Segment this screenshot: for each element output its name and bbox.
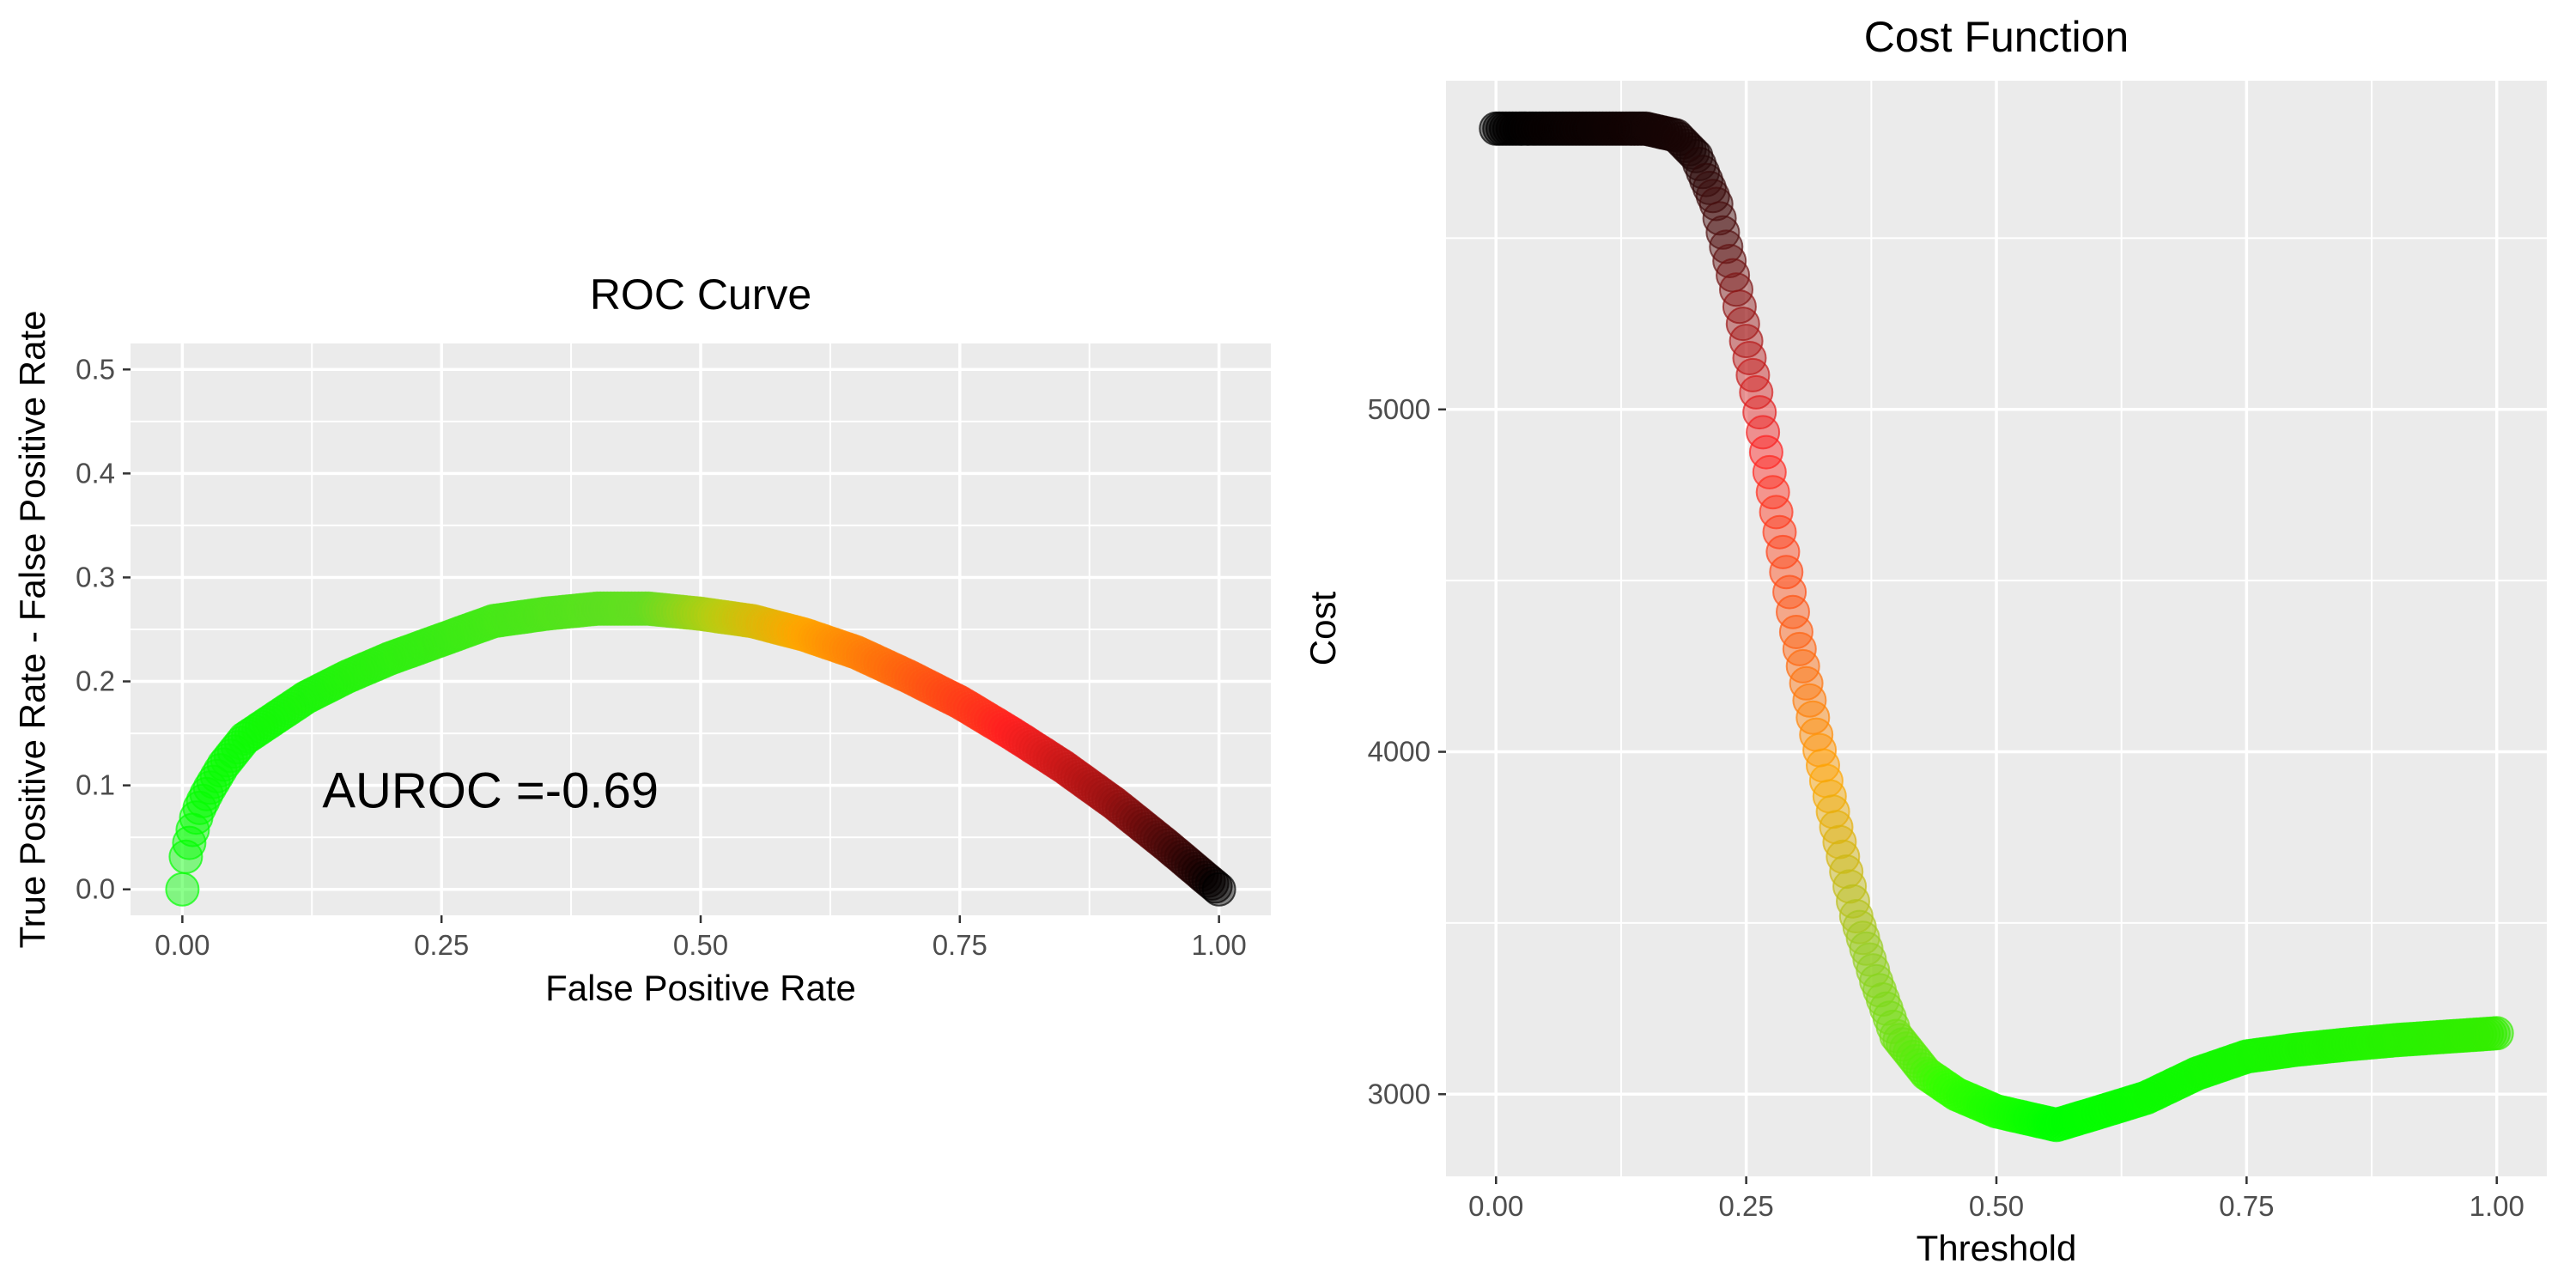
cost-y-tick-label: 3000 bbox=[1368, 1078, 1431, 1109]
roc-x-tick-label: 1.00 bbox=[1192, 929, 1247, 961]
roc-data-point bbox=[168, 839, 204, 874]
cost-data-point bbox=[2479, 1016, 2514, 1051]
cost-data-point bbox=[1789, 665, 1824, 701]
roc-y-tick-label: 0.4 bbox=[76, 457, 115, 489]
cost-data-point bbox=[1792, 683, 1827, 718]
cost-data-point bbox=[1728, 324, 1764, 359]
roc-x-ticks: 0.00 0.25 0.50 0.75 1.00 bbox=[155, 915, 1247, 961]
roc-gridlines bbox=[131, 343, 1271, 915]
cost-x-tick-label: 1.00 bbox=[2470, 1190, 2524, 1222]
cost-data-point bbox=[1795, 700, 1831, 735]
cost-data-point bbox=[1725, 307, 1760, 342]
cost-data-point bbox=[1836, 884, 1870, 919]
cost-data-point bbox=[1819, 810, 1854, 845]
roc-data-point bbox=[165, 872, 200, 907]
cost-y-axis-label: Cost bbox=[1303, 591, 1343, 665]
roc-chart: 0.00 0.25 0.50 0.75 1.00 0.00.10.20.30.40.5 … bbox=[12, 270, 1271, 1008]
cost-data-point bbox=[1826, 839, 1861, 874]
cost-data-point bbox=[1778, 615, 1814, 649]
cost-points bbox=[1479, 111, 2514, 1143]
cost-x-axis-label: Threshold bbox=[1917, 1228, 2077, 1268]
roc-y-axis-label: True Positive Rate - False Positive Rate bbox=[12, 310, 52, 948]
cost-x-tick-label: 0.00 bbox=[1468, 1190, 1523, 1222]
cost-data-point bbox=[1702, 201, 1737, 236]
roc-y-tick-label: 0.1 bbox=[76, 769, 115, 801]
roc-y-tick-label: 0.2 bbox=[76, 665, 115, 697]
cost-data-point bbox=[1785, 648, 1820, 683]
cost-data-point bbox=[1705, 215, 1741, 250]
roc-x-axis-label: False Positive Rate bbox=[545, 968, 856, 1008]
cost-data-point bbox=[1782, 631, 1817, 666]
roc-points bbox=[165, 591, 1236, 907]
cost-data-point bbox=[1832, 869, 1868, 904]
roc-chart-title: ROC Curve bbox=[590, 270, 811, 319]
cost-y-tick-label: 4000 bbox=[1368, 736, 1431, 768]
cost-x-tick-label: 0.50 bbox=[1969, 1190, 2024, 1222]
cost-data-point bbox=[1732, 341, 1767, 375]
cost-data-point bbox=[1735, 357, 1771, 392]
cost-y-ticks: 3000 4000 5000 bbox=[1368, 393, 1446, 1109]
roc-y-tick-label: 0.3 bbox=[76, 561, 115, 592]
cost-chart-title: Cost Function bbox=[1864, 13, 2129, 61]
cost-data-point bbox=[1712, 244, 1747, 278]
roc-x-tick-label: 0.00 bbox=[155, 929, 210, 961]
roc-data-point bbox=[196, 764, 231, 799]
cost-gridlines bbox=[1446, 81, 2547, 1176]
cost-data-point bbox=[1829, 854, 1864, 890]
roc-y-ticks: 0.0 0.1 0.2 0.3 0.4 0.5 bbox=[76, 353, 131, 905]
roc-y-tick-label: 0.5 bbox=[76, 353, 115, 385]
cost-data-point bbox=[1698, 186, 1734, 222]
roc-x-tick-label: 0.50 bbox=[673, 929, 728, 961]
roc-data-point bbox=[172, 825, 207, 860]
cost-x-tick-label: 0.75 bbox=[2219, 1190, 2274, 1222]
cost-chart: 0.00 0.25 0.50 0.75 1.00 3000 4000 5000 Cost F… bbox=[1303, 13, 2547, 1268]
roc-data-point bbox=[1201, 872, 1236, 907]
cost-y-tick-label: 5000 bbox=[1368, 393, 1431, 425]
cost-x-ticks: 0.00 0.25 0.50 0.75 1.00 bbox=[1468, 1176, 2524, 1222]
cost-data-point bbox=[1719, 272, 1753, 307]
roc-y-tick-label: 0.0 bbox=[76, 873, 115, 905]
cost-data-point bbox=[1709, 229, 1744, 264]
auroc-annotation: AUROC =-0.69 bbox=[322, 763, 659, 819]
cost-data-point bbox=[1722, 289, 1757, 325]
roc-x-tick-label: 0.75 bbox=[933, 929, 987, 961]
roc-x-tick-label: 0.25 bbox=[414, 929, 469, 961]
cost-x-tick-label: 0.25 bbox=[1719, 1190, 1774, 1222]
cost-data-point bbox=[1822, 824, 1857, 860]
